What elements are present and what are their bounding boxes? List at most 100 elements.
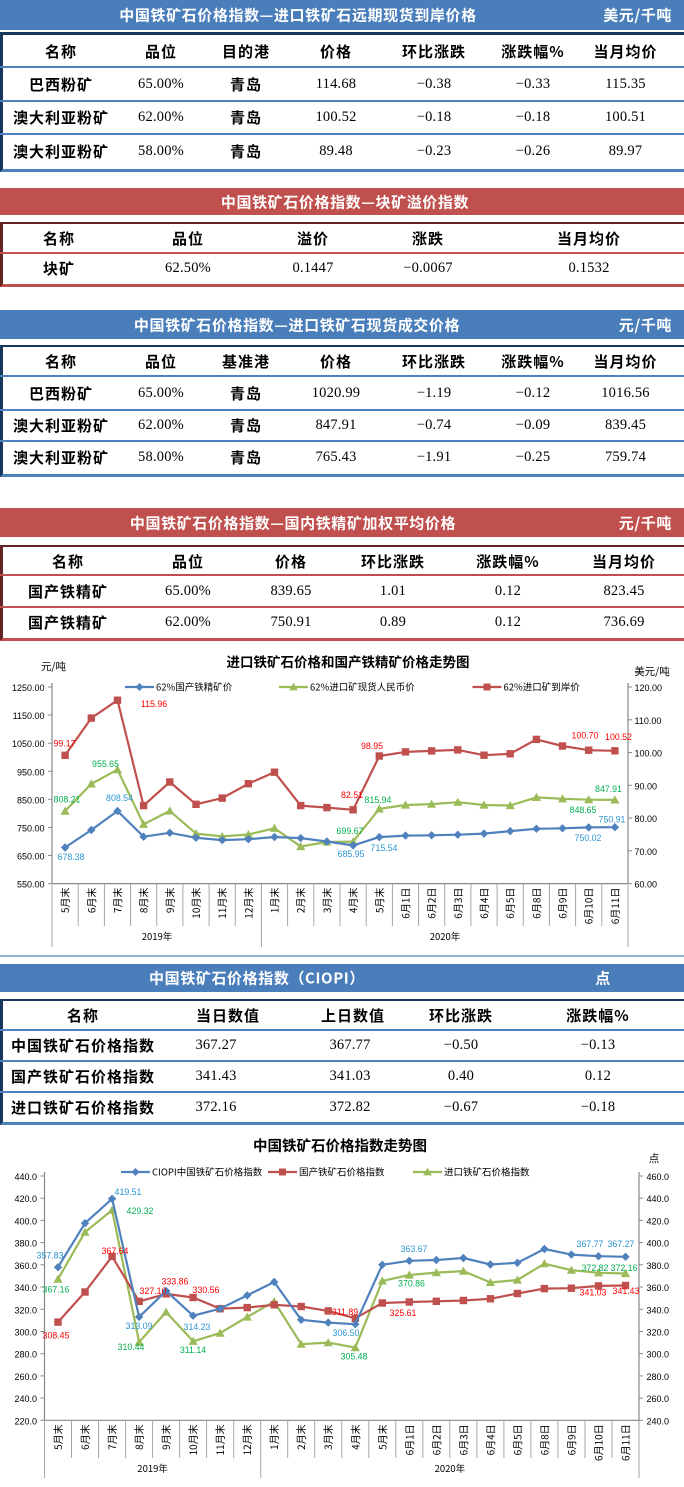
svg-text:10月末: 10月末 [185, 1424, 200, 1455]
svg-text:311.89: 311.89 [332, 1307, 358, 1317]
svg-text:70.00: 70.00 [635, 847, 658, 857]
svg-text:400.0: 400.0 [647, 1239, 670, 1249]
svg-text:6月3日: 6月3日 [455, 1424, 470, 1455]
svg-text:750.02: 750.02 [575, 833, 602, 843]
svg-text:685.95: 685.95 [338, 849, 365, 859]
svg-text:440.0: 440.0 [14, 1172, 37, 1182]
svg-text:CIOPI中国铁矿石价格指数: CIOPI中国铁矿石价格指数 [152, 1165, 263, 1179]
svg-text:6月9日: 6月9日 [563, 1424, 578, 1455]
svg-text:1月末: 1月末 [267, 888, 282, 914]
svg-text:220.0: 220.0 [14, 1416, 37, 1426]
svg-text:8月末: 8月末 [131, 1424, 146, 1450]
svg-text:6月1日: 6月1日 [401, 1424, 416, 1455]
svg-text:308.45: 308.45 [43, 1331, 70, 1341]
svg-text:848.65: 848.65 [570, 805, 597, 815]
svg-text:314.23: 314.23 [184, 1322, 211, 1332]
svg-text:367.77: 367.77 [577, 1239, 604, 1249]
svg-text:357.83: 357.83 [37, 1251, 64, 1261]
svg-text:99.17: 99.17 [53, 739, 75, 749]
svg-text:62%进口矿现货人民币价: 62%进口矿现货人民币价 [310, 680, 415, 694]
svg-text:313.09: 313.09 [126, 1321, 153, 1331]
svg-text:715.54: 715.54 [371, 843, 398, 853]
svg-text:380.0: 380.0 [14, 1239, 37, 1249]
svg-text:360.0: 360.0 [647, 1283, 670, 1293]
svg-text:320.0: 320.0 [647, 1328, 670, 1338]
svg-text:340.0: 340.0 [14, 1283, 37, 1293]
svg-text:100.52: 100.52 [605, 732, 632, 742]
svg-text:11月末: 11月末 [214, 888, 229, 919]
svg-text:360.0: 360.0 [14, 1261, 37, 1271]
svg-text:12月末: 12月末 [240, 888, 255, 919]
svg-text:美元/吨: 美元/吨 [634, 664, 670, 679]
svg-text:6月11日: 6月11日 [607, 888, 622, 925]
svg-text:80.00: 80.00 [635, 814, 658, 824]
svg-text:306.50: 306.50 [333, 1328, 360, 1338]
svg-text:460.0: 460.0 [647, 1172, 670, 1182]
svg-text:9月末: 9月末 [158, 1424, 173, 1450]
svg-text:847.91: 847.91 [595, 784, 622, 794]
svg-text:120.00: 120.00 [635, 683, 663, 693]
svg-text:6月5日: 6月5日 [509, 1424, 524, 1455]
svg-text:367.16: 367.16 [43, 1285, 70, 1295]
svg-text:2月末: 2月末 [293, 1424, 308, 1450]
svg-text:6月8日: 6月8日 [528, 888, 543, 919]
svg-text:260.0: 260.0 [647, 1394, 670, 1404]
svg-text:点: 点 [649, 1151, 660, 1166]
svg-text:90.00: 90.00 [635, 781, 658, 791]
svg-text:98.95: 98.95 [361, 741, 383, 751]
svg-text:300.0: 300.0 [647, 1350, 670, 1360]
svg-text:420.0: 420.0 [647, 1216, 670, 1226]
svg-text:3月末: 3月末 [319, 888, 334, 914]
svg-text:950.00: 950.00 [17, 767, 45, 777]
svg-text:280.0: 280.0 [14, 1350, 37, 1360]
svg-text:320.0: 320.0 [14, 1305, 37, 1315]
svg-text:2020年: 2020年 [435, 1461, 466, 1475]
svg-text:6月4日: 6月4日 [476, 888, 491, 919]
svg-text:11月末: 11月末 [212, 1424, 227, 1455]
svg-text:5月末: 5月末 [374, 1424, 389, 1450]
svg-text:6月2日: 6月2日 [424, 888, 439, 919]
svg-text:2020年: 2020年 [430, 929, 461, 943]
svg-text:元/吨: 元/吨 [41, 659, 67, 674]
svg-text:750.00: 750.00 [17, 823, 45, 833]
svg-text:808.21: 808.21 [54, 795, 81, 805]
svg-text:305.48: 305.48 [341, 1352, 368, 1362]
svg-text:9月末: 9月末 [162, 888, 177, 914]
svg-text:400.0: 400.0 [14, 1216, 37, 1226]
svg-text:363.67: 363.67 [401, 1244, 428, 1254]
svg-text:6月2日: 6月2日 [428, 1424, 443, 1455]
svg-text:340.0: 340.0 [647, 1305, 670, 1315]
svg-text:进口铁矿石价格指数: 进口铁矿石价格指数 [444, 1165, 530, 1179]
svg-text:650.00: 650.00 [17, 852, 45, 862]
svg-text:327.10: 327.10 [140, 1286, 167, 1296]
svg-text:12月末: 12月末 [239, 1424, 254, 1455]
svg-text:2019年: 2019年 [142, 929, 173, 943]
svg-text:330.56: 330.56 [193, 1285, 220, 1295]
svg-text:4月末: 4月末 [345, 888, 360, 914]
svg-text:5月末: 5月末 [371, 888, 386, 914]
svg-text:6月3日: 6月3日 [450, 888, 465, 919]
svg-text:440.0: 440.0 [647, 1194, 670, 1204]
svg-text:110.00: 110.00 [635, 716, 662, 726]
svg-text:6月10日: 6月10日 [581, 888, 596, 925]
svg-text:341.03: 341.03 [580, 1288, 607, 1298]
svg-text:372.16: 372.16 [611, 1263, 638, 1273]
svg-text:372.82: 372.82 [582, 1263, 609, 1273]
svg-text:240.0: 240.0 [647, 1416, 670, 1426]
svg-text:1月末: 1月末 [266, 1424, 281, 1450]
svg-text:4月末: 4月末 [347, 1424, 362, 1450]
svg-text:62%国产铁精矿价: 62%国产铁精矿价 [156, 680, 233, 694]
svg-text:100.70: 100.70 [572, 730, 599, 740]
svg-text:333.86: 333.86 [162, 1277, 189, 1287]
svg-text:955.65: 955.65 [92, 759, 119, 769]
svg-text:550.00: 550.00 [17, 880, 45, 890]
svg-text:260.0: 260.0 [14, 1372, 37, 1382]
svg-text:1150.00: 1150.00 [13, 711, 45, 721]
svg-text:100.00: 100.00 [635, 749, 663, 759]
svg-text:6月末: 6月末 [77, 1424, 92, 1450]
svg-text:6月1日: 6月1日 [398, 888, 413, 919]
svg-text:5月末: 5月末 [57, 888, 72, 914]
svg-text:699.67: 699.67 [337, 826, 364, 836]
svg-text:420.0: 420.0 [14, 1194, 37, 1204]
svg-text:367.27: 367.27 [608, 1239, 635, 1249]
